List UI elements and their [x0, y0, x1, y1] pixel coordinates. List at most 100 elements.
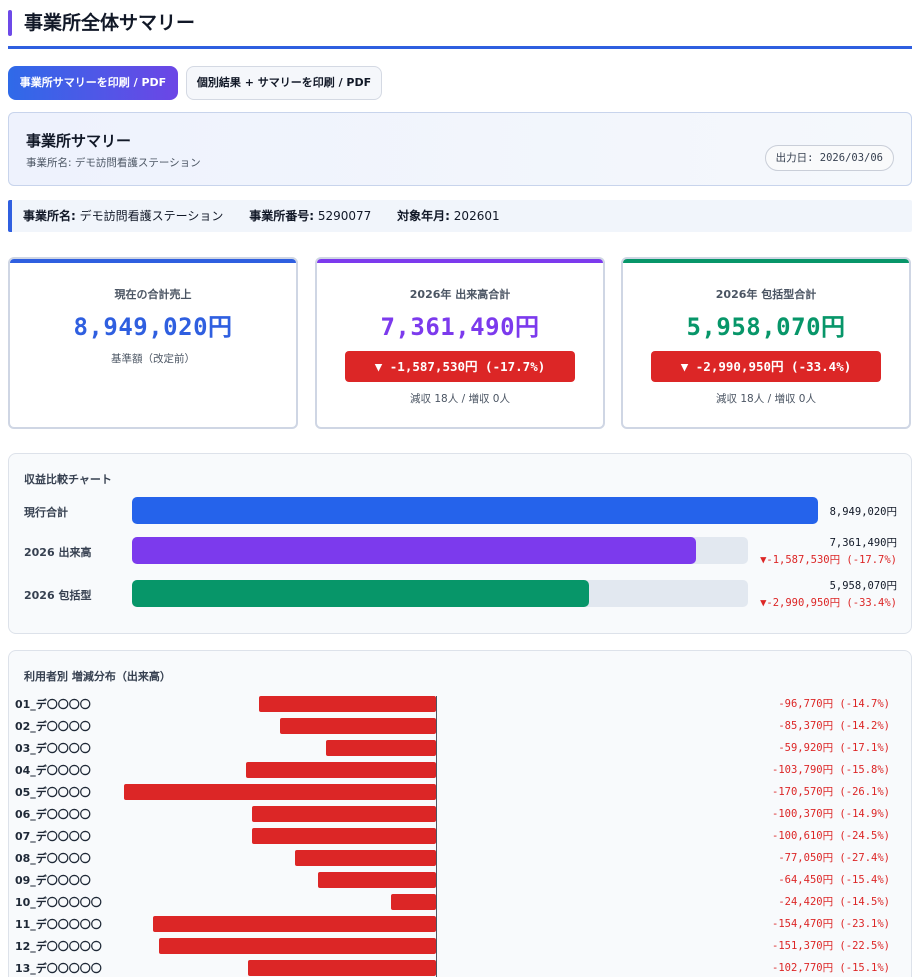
summary-title: 事業所サマリー: [26, 132, 132, 150]
distribution-bar: [153, 916, 436, 932]
distribution-user-name: 13_デ〇〇〇〇〇: [15, 962, 102, 975]
target-month-label: 対象年月:: [397, 209, 450, 223]
distribution-bar: [280, 718, 436, 734]
distribution-value: -59,920円 (-17.1%): [778, 742, 890, 754]
distribution-value: -103,790円 (-15.8%): [772, 764, 890, 776]
office-name-label: 事業所名:: [23, 209, 76, 223]
card-sub: 基準額（改定前）: [111, 353, 195, 365]
distribution-zero-axis: [436, 696, 437, 977]
comparison-track: [132, 497, 818, 524]
card-delta-badge: ▼ -1,587,530円 (-17.7%): [345, 351, 575, 382]
distribution-user-name: 12_デ〇〇〇〇〇: [15, 940, 102, 953]
distribution-value: -85,370円 (-14.2%): [778, 720, 890, 732]
distribution-row: 05_デ〇〇〇〇 -170,570円 (-26.1%): [15, 781, 890, 803]
distribution-bar: [391, 894, 436, 910]
distribution-row: 13_デ〇〇〇〇〇 -102,770円 (-15.1%): [15, 957, 890, 977]
card-value: 5,958,070円: [686, 313, 846, 341]
distribution-row: 01_デ〇〇〇〇 -96,770円 (-14.7%): [15, 693, 890, 715]
distribution-row: 06_デ〇〇〇〇 -100,370円 (-14.9%): [15, 803, 890, 825]
page-title: 事業所全体サマリー: [24, 12, 196, 34]
distribution-user-name: 02_デ〇〇〇〇: [15, 720, 91, 733]
distribution-bar: [318, 872, 436, 888]
distribution-row: 02_デ〇〇〇〇 -85,370円 (-14.2%): [15, 715, 890, 737]
comparison-bar: [132, 497, 818, 524]
summary-office-line: 事業所名: デモ訪問看護ステーション: [26, 157, 201, 169]
print-all-button[interactable]: 個別結果 + サマリーを印刷 / PDF: [186, 66, 382, 100]
card-delta-badge: ▼ -2,990,950円 (-33.4%): [651, 351, 881, 382]
card-topline: [10, 259, 296, 263]
distribution-row: 07_デ〇〇〇〇 -100,610円 (-24.5%): [15, 825, 890, 847]
comparison-row-label: 2026 包括型: [24, 589, 92, 602]
office-info-bar: 事業所名: デモ訪問看護ステーション 事業所番号: 5290077 対象年月: …: [8, 200, 912, 232]
comparison-delta: ▼-2,990,950円 (-33.4%): [760, 597, 897, 609]
office-name-value: デモ訪問看護ステーション: [79, 209, 224, 223]
distribution-title: 利用者別 増減分布（出来高）: [24, 670, 171, 683]
distribution-value: -24,420円 (-14.5%): [778, 896, 890, 908]
comparison-bar: [132, 537, 696, 564]
summary-header: 事業所サマリー 事業所名: デモ訪問看護ステーション 出力日: 2026/03/…: [8, 112, 912, 186]
distribution-row: 10_デ〇〇〇〇〇 -24,420円 (-14.5%): [15, 891, 890, 913]
comparison-value: 8,949,020円: [829, 506, 897, 518]
card-label: 2026年 出来高合計: [409, 288, 511, 301]
distribution-user-name: 09_デ〇〇〇〇: [15, 874, 91, 887]
distribution-user-name: 11_デ〇〇〇〇〇: [15, 918, 102, 931]
distribution-value: -100,610円 (-24.5%): [772, 830, 890, 842]
comparison-value: 5,958,070円: [829, 580, 897, 592]
distribution-row: 08_デ〇〇〇〇 -77,050円 (-27.4%): [15, 847, 890, 869]
distribution-value: -102,770円 (-15.1%): [772, 962, 890, 974]
comparison-track: [132, 537, 748, 564]
distribution-row: 04_デ〇〇〇〇 -103,790円 (-15.8%): [15, 759, 890, 781]
distribution-bar: [252, 828, 436, 844]
distribution-user-name: 06_デ〇〇〇〇: [15, 808, 91, 821]
card-topline: [623, 259, 909, 263]
office-number-label: 事業所番号:: [249, 209, 315, 223]
comparison-row-label: 現行合計: [24, 506, 68, 519]
dekidaka-total-card: 2026年 出来高合計 7,361,490円 ▼ -1,587,530円 (-1…: [315, 257, 605, 429]
current-total-card: 現在の合計売上 8,949,020円 基準額（改定前）: [8, 257, 298, 429]
card-sub: 減収 18人 / 増収 0人: [410, 393, 510, 405]
distribution-row: 12_デ〇〇〇〇〇 -151,370円 (-22.5%): [15, 935, 890, 957]
title-accent: [8, 10, 12, 36]
distribution-user-name: 05_デ〇〇〇〇: [15, 786, 91, 799]
comparison-delta: ▼-1,587,530円 (-17.7%): [760, 554, 897, 566]
distribution-user-name: 04_デ〇〇〇〇: [15, 764, 91, 777]
comparison-value: 7,361,490円: [829, 537, 897, 549]
distribution-bar: [124, 784, 436, 800]
output-date-badge: 出力日: 2026/03/06: [764, 145, 894, 171]
card-label: 現在の合計売上: [114, 288, 192, 301]
distribution-user-name: 03_デ〇〇〇〇: [15, 742, 91, 755]
distribution-value: -77,050円 (-27.4%): [778, 852, 890, 864]
page-title-bar: 事業所全体サマリー: [8, 8, 912, 49]
distribution-value: -154,470円 (-23.1%): [772, 918, 890, 930]
distribution-value: -170,570円 (-26.1%): [772, 786, 890, 798]
distribution-bar: [159, 938, 436, 954]
distribution-value: -151,370円 (-22.5%): [772, 940, 890, 952]
card-value: 7,361,490円: [380, 313, 540, 341]
card-value: 8,949,020円: [73, 313, 233, 341]
print-summary-button[interactable]: 事業所サマリーを印刷 / PDF: [8, 66, 178, 100]
comparison-title: 収益比較チャート: [24, 473, 112, 486]
office-number-value: 5290077: [317, 209, 372, 223]
distribution-row: 09_デ〇〇〇〇 -64,450円 (-15.4%): [15, 869, 890, 891]
card-topline: [317, 259, 603, 263]
distribution-row: 03_デ〇〇〇〇 -59,920円 (-17.1%): [15, 737, 890, 759]
distribution-value: -100,370円 (-14.9%): [772, 808, 890, 820]
comparison-track: [132, 580, 748, 607]
distribution-user-name: 08_デ〇〇〇〇: [15, 852, 91, 865]
distribution-bar: [252, 806, 436, 822]
distribution-bar: [248, 960, 436, 976]
comparison-row-label: 2026 出来高: [24, 546, 92, 559]
houkatsu-total-card: 2026年 包括型合計 5,958,070円 ▼ -2,990,950円 (-3…: [621, 257, 911, 429]
distribution-user-name: 07_デ〇〇〇〇: [15, 830, 91, 843]
distribution-value: -96,770円 (-14.7%): [778, 698, 890, 710]
distribution-bar: [326, 740, 436, 756]
comparison-bar: [132, 580, 589, 607]
card-sub: 減収 18人 / 増収 0人: [716, 393, 816, 405]
distribution-user-name: 01_デ〇〇〇〇: [15, 698, 91, 711]
distribution-user-name: 10_デ〇〇〇〇〇: [15, 896, 102, 909]
card-label: 2026年 包括型合計: [715, 288, 817, 301]
distribution-bar: [246, 762, 436, 778]
distribution-value: -64,450円 (-15.4%): [778, 874, 890, 886]
distribution-bar: [259, 696, 436, 712]
revenue-comparison-panel: 収益比較チャート 現行合計 8,949,020円 2026 出来高 7,361,…: [8, 453, 912, 634]
